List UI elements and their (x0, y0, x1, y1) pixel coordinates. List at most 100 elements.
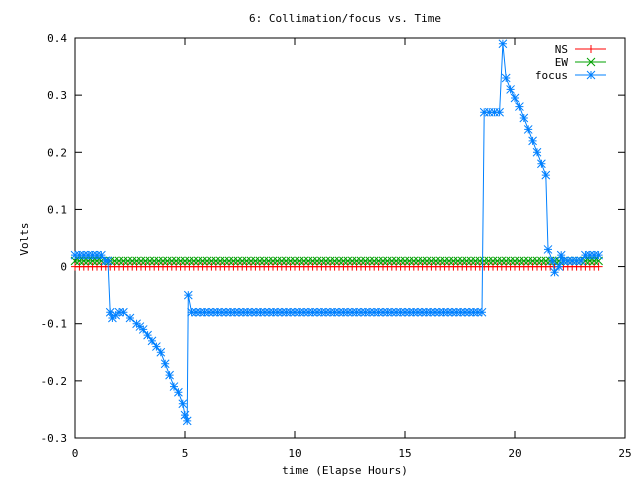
data-point-ew (202, 256, 212, 266)
data-point-ew (427, 256, 436, 266)
data-point-ew (281, 256, 291, 266)
data-point-focus (369, 307, 379, 317)
data-point-ew (233, 256, 243, 266)
data-point-ew (383, 256, 392, 266)
legend-label-focus: focus (535, 69, 568, 82)
data-point-ew (537, 256, 546, 266)
chart-title: 6: Collimation/focus vs. Time (249, 12, 441, 25)
data-point-focus (498, 39, 508, 49)
data-point-focus (286, 307, 296, 317)
data-point-ew (220, 256, 229, 266)
data-point-ew (431, 256, 441, 266)
data-point-focus (70, 250, 80, 260)
data-point-focus (169, 382, 179, 391)
data-point-ew (242, 256, 251, 266)
data-point-focus (495, 107, 504, 117)
data-point-focus (515, 102, 524, 111)
data-point-focus (469, 307, 478, 317)
data-point-focus (277, 307, 287, 317)
data-point-focus (295, 307, 304, 317)
data-point-focus (88, 250, 97, 260)
data-point-ew (110, 256, 119, 266)
series-ns (71, 262, 603, 271)
data-point-focus (417, 307, 427, 317)
data-point-ew (193, 256, 203, 266)
data-point-ew (224, 256, 234, 266)
data-point-focus (260, 307, 270, 317)
data-point-ew (391, 256, 401, 266)
x-tick-label: 20 (508, 447, 521, 460)
data-point-ew (466, 256, 476, 266)
data-point-ew (325, 256, 335, 266)
data-point-focus (352, 307, 361, 317)
data-point-focus (213, 307, 222, 317)
data-point-focus (383, 307, 392, 317)
data-point-ew (207, 256, 216, 266)
data-point-focus (97, 250, 106, 260)
data-point-focus (563, 256, 573, 266)
data-point-ew (440, 256, 449, 266)
data-point-focus (361, 307, 370, 317)
data-point-ew (488, 256, 498, 266)
data-point-ew (132, 256, 141, 266)
data-point-ew (356, 256, 366, 266)
data-point-focus (422, 307, 431, 317)
data-point-focus (195, 307, 205, 317)
data-point-ew (171, 256, 181, 266)
data-point-ew (457, 256, 467, 266)
data-point-focus (308, 307, 317, 317)
data-point-focus (105, 307, 115, 317)
data-point-focus (581, 250, 590, 260)
legend-label-ns: NS (555, 43, 568, 56)
data-point-focus (439, 307, 448, 317)
data-point-focus (200, 307, 209, 317)
data-point-focus (387, 307, 397, 317)
data-point-ew (506, 256, 515, 266)
data-point-focus (456, 307, 465, 317)
y-tick-label: 0 (60, 261, 67, 274)
data-point-focus (273, 307, 283, 317)
data-point-focus (83, 250, 93, 260)
data-point-ew (365, 256, 375, 266)
data-point-ew (422, 256, 432, 266)
data-point-ew (246, 256, 256, 266)
data-point-focus (160, 359, 170, 369)
data-point-focus (156, 347, 166, 357)
data-point-focus (330, 307, 339, 317)
data-point-ew (374, 256, 383, 266)
data-point-ew (453, 256, 463, 266)
data-point-focus (119, 307, 128, 317)
x-tick-label: 5 (182, 447, 189, 460)
y-tick-label: -0.3 (41, 432, 68, 445)
data-point-ew (189, 256, 199, 266)
data-point-focus (490, 107, 499, 117)
y-tick-label: 0.3 (47, 89, 67, 102)
data-point-focus (221, 307, 231, 317)
data-point-focus (234, 307, 244, 317)
data-point-focus (334, 307, 344, 317)
data-point-focus (317, 307, 326, 317)
data-point-ew (510, 256, 520, 266)
data-point-focus (543, 245, 553, 254)
data-point-focus (374, 307, 383, 317)
data-point-ns (594, 262, 603, 271)
plot-frame (74, 37, 626, 439)
data-point-ew (158, 256, 168, 266)
data-point-focus (230, 307, 240, 317)
data-point-ew (167, 256, 177, 266)
data-point-focus (567, 256, 577, 266)
data-point-ew (361, 256, 370, 266)
data-point-focus (103, 256, 113, 266)
data-point-ew (273, 256, 282, 266)
data-point-ew (343, 256, 353, 266)
data-point-focus (559, 256, 568, 266)
data-point-focus (404, 307, 414, 317)
data-point-ew (471, 256, 480, 266)
y-tick-label: 0.4 (47, 32, 67, 45)
y-axis-label: Volts (18, 222, 31, 255)
data-point-ew (176, 256, 185, 266)
data-point-ew (145, 256, 155, 266)
data-point-focus (79, 250, 89, 260)
data-point-ew (444, 256, 454, 266)
data-point-ew (119, 256, 128, 266)
